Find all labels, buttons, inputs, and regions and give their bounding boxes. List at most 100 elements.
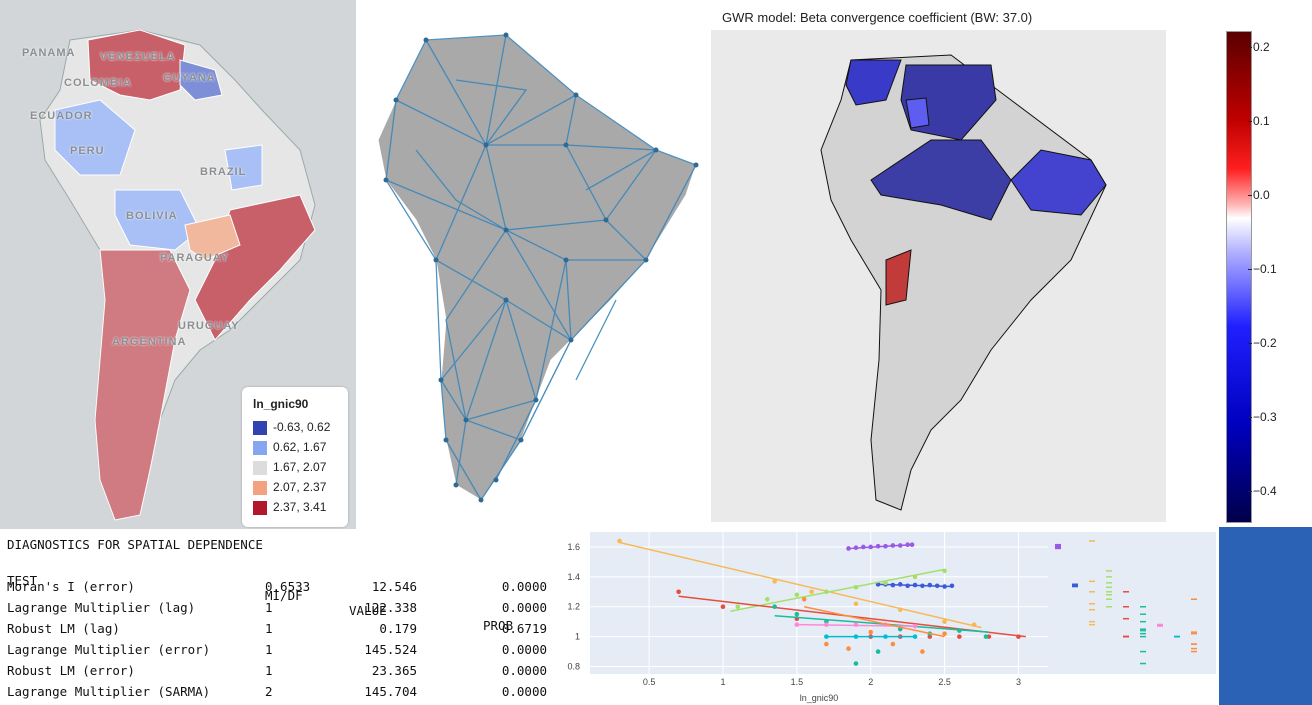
gwr-map-panel: GWR model: Beta convergence coefficient … bbox=[708, 0, 1174, 529]
choropleth-svg bbox=[0, 0, 356, 529]
data-point bbox=[846, 646, 851, 651]
data-point bbox=[912, 634, 918, 639]
data-point bbox=[875, 649, 881, 654]
diagnostics-row: Lagrange Multiplier (SARMA) 2 145.704 0.000… bbox=[7, 684, 557, 704]
diagnostics-heading: DIAGNOSTICS FOR SPATIAL DEPENDENCE bbox=[7, 537, 263, 552]
data-point bbox=[897, 543, 903, 548]
data-point bbox=[720, 604, 726, 610]
country-label: GUYANA bbox=[163, 72, 216, 84]
legend-item[interactable]: 1.67, 2.07 bbox=[253, 460, 326, 478]
country-label: BOLIVIA bbox=[126, 210, 178, 222]
data-point bbox=[890, 582, 896, 588]
diagnostics-row: Moran's I (error) 0.6533 12.546 0.0000 bbox=[7, 579, 557, 599]
diagnostics-header-row: TEST MI/DF VALUE PROB bbox=[7, 558, 557, 633]
data-point bbox=[824, 641, 829, 647]
value: 23.365 bbox=[371, 663, 417, 678]
y-tick-label: 1 bbox=[575, 632, 580, 642]
mi-df: 1 bbox=[265, 642, 273, 657]
data-point bbox=[824, 622, 829, 627]
data-point bbox=[794, 611, 800, 617]
data-point bbox=[912, 582, 918, 588]
legend-swatch bbox=[253, 480, 267, 495]
data-point bbox=[617, 538, 622, 544]
data-point bbox=[846, 546, 851, 551]
test-name: Lagrange Multiplier (lag) bbox=[7, 600, 196, 615]
scatter-svg: 0.5 1 1.5 2 2.5 3 0.8 1 1.2 1.4 1.6 ln_gnic90 bbox=[567, 532, 1216, 703]
value: 145.524 bbox=[364, 642, 417, 657]
test-name: Moran's I (error) bbox=[7, 579, 135, 594]
prob: 0.0000 bbox=[501, 642, 547, 657]
data-point bbox=[853, 622, 859, 627]
colorbar: 0.2 0.1 0.0 −0.1 −0.2 −0.3 −0.4 bbox=[1174, 0, 1312, 529]
x-tick-label: 2 bbox=[868, 677, 873, 687]
test-name: Robust LM (error) bbox=[7, 663, 135, 678]
x-tick-label: 1 bbox=[720, 677, 725, 687]
legend-item[interactable]: 0.62, 1.67 bbox=[253, 440, 326, 458]
data-point bbox=[824, 634, 829, 639]
colorbar-tick: −0.3 bbox=[1248, 410, 1277, 424]
country-label: URUGUAY bbox=[178, 320, 240, 332]
fit-line bbox=[730, 568, 945, 612]
country-label: PANAMA bbox=[22, 47, 76, 59]
x-axis-label: ln_gnic90 bbox=[800, 693, 839, 703]
gwr-title: GWR model: Beta convergence coefficient … bbox=[722, 10, 1033, 25]
legend-item[interactable]: -0.63, 0.62 bbox=[253, 420, 330, 438]
data-point bbox=[794, 592, 800, 598]
network-svg bbox=[377, 32, 699, 503]
blue-panel bbox=[1219, 527, 1312, 705]
data-point bbox=[861, 544, 866, 550]
test-name: Lagrange Multiplier (error) bbox=[7, 642, 211, 657]
data-point bbox=[875, 543, 881, 549]
country-label: BRAZIL bbox=[200, 166, 247, 178]
colorbar-tick: 0.1 bbox=[1248, 114, 1270, 128]
legend-title: ln_gnic90 bbox=[253, 397, 309, 411]
colorbar-tick: −0.2 bbox=[1248, 336, 1277, 350]
data-point bbox=[912, 623, 918, 629]
data-point bbox=[905, 583, 910, 589]
diagnostics-row: Robust LM (lag) 1 0.179 0.6719 bbox=[7, 621, 557, 641]
legend-item[interactable]: 2.07, 2.37 bbox=[253, 480, 326, 498]
fit-line bbox=[619, 541, 982, 629]
value: 12.546 bbox=[371, 579, 417, 594]
data-point bbox=[764, 596, 770, 602]
data-point bbox=[942, 619, 947, 624]
country-label: ARGENTINA bbox=[112, 336, 187, 348]
data-point bbox=[905, 542, 910, 548]
colorbar-gradient bbox=[1226, 31, 1252, 523]
data-point bbox=[942, 568, 947, 574]
data-point bbox=[920, 583, 925, 589]
prob: 0.0000 bbox=[501, 663, 547, 678]
test-name: Robust LM (lag) bbox=[7, 621, 120, 636]
legend-item[interactable]: 2.37, 3.41 bbox=[253, 500, 326, 518]
data-point bbox=[942, 631, 947, 636]
mi-df: 1 bbox=[265, 621, 273, 636]
legend-label: 2.37, 3.41 bbox=[273, 500, 327, 514]
col-value: VALUE bbox=[349, 603, 387, 618]
data-point bbox=[890, 543, 896, 548]
country-label: VENEZUELA bbox=[100, 51, 176, 63]
col-midf: MI/DF bbox=[265, 588, 303, 603]
legend-label: 0.62, 1.67 bbox=[273, 440, 327, 454]
diagnostics-row: Robust LM (error) 1 23.365 0.0000 bbox=[7, 663, 557, 683]
choropleth-map[interactable]: PANAMA VENEZUELA COLOMBIA GUYANA ECUADOR PERU… bbox=[0, 0, 356, 529]
legend[interactable]: ln_gnic90 -0.63, 0.62 0.62, 1.67 1.67, 2… bbox=[242, 387, 348, 527]
data-point bbox=[676, 589, 681, 595]
x-tick-label: 2.5 bbox=[938, 677, 951, 687]
colorbar-tick: −0.1 bbox=[1248, 262, 1277, 276]
data-point bbox=[957, 628, 962, 633]
col-prob: PROB bbox=[483, 618, 514, 633]
country-label: ECUADOR bbox=[30, 110, 93, 122]
scatter-chart[interactable]: 0.5 1 1.5 2 2.5 3 0.8 1 1.2 1.4 1.6 ln_gnic90 bbox=[560, 529, 1218, 705]
gwr-svg bbox=[820, 54, 1107, 511]
data-point bbox=[772, 579, 777, 584]
prob: 0.6719 bbox=[501, 621, 547, 636]
data-point bbox=[824, 589, 829, 595]
data-point bbox=[942, 584, 947, 589]
x-tick-label: 1.5 bbox=[791, 677, 804, 687]
data-point bbox=[853, 601, 859, 607]
col-test: TEST bbox=[7, 573, 38, 588]
x-tick-label: 0.5 bbox=[643, 677, 656, 687]
gwr-map[interactable] bbox=[711, 30, 1166, 522]
colorbar-tick: 0.2 bbox=[1248, 40, 1270, 54]
data-point bbox=[853, 585, 859, 590]
